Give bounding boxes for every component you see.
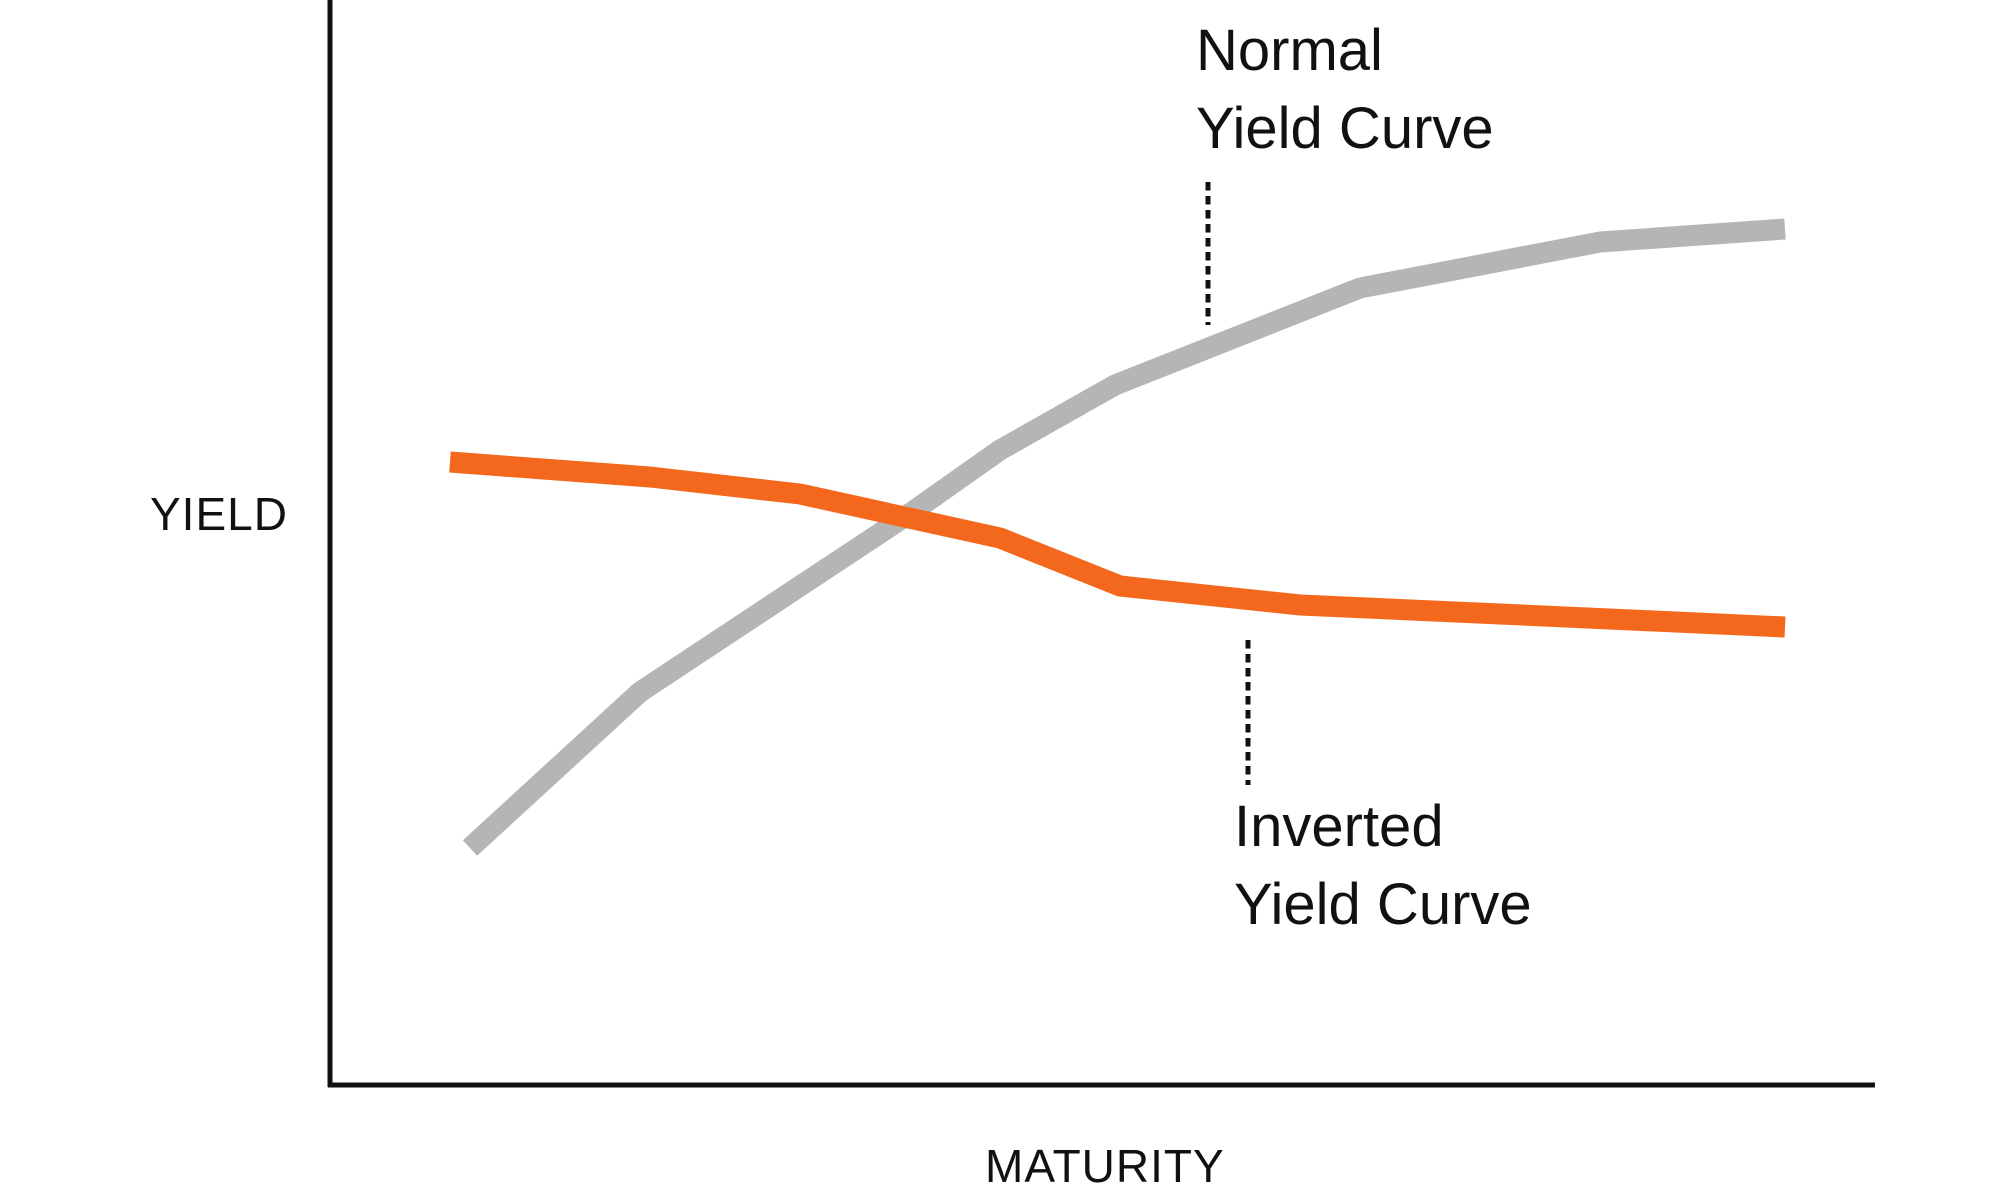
y-axis-title: YIELD (150, 488, 288, 540)
normal-yield-curve-line (462, 218, 1786, 856)
inverted-yield-curve-line (449, 451, 1786, 638)
inverted-yield-curve-label: Inverted Yield Curve (1234, 794, 1532, 937)
normal-yield-curve-label: Normal Yield Curve (1196, 18, 1494, 161)
x-axis-title: MATURITY (985, 1140, 1225, 1192)
